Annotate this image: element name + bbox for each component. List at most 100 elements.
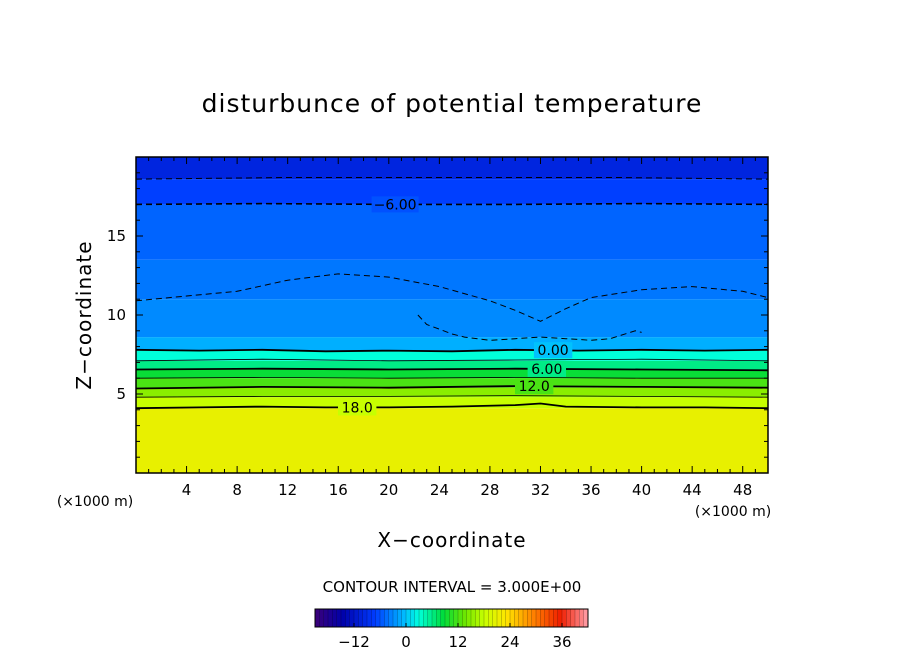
x-tick-label: 44 [683,481,702,499]
colorbar-cell [479,609,485,627]
colorbar-cell [501,609,506,627]
contour-line [136,402,768,410]
colorbar-cell [579,609,584,627]
colorbar-cell [380,609,385,627]
contour-line [136,376,768,379]
x-axis-unit: (×1000 m) [695,504,771,520]
field-band [136,259,768,300]
colorbar-cell [401,609,407,627]
colorbar-cell [471,609,476,627]
colorbar-tick-label: 36 [552,633,571,651]
colorbar-cell [557,609,563,627]
y-tick-label: 10 [107,306,126,324]
contour-label: 0.00 [538,343,569,359]
colorbar-cell [523,609,528,627]
field-band [136,397,768,409]
x-tick-label: 24 [430,481,449,499]
colorbar-cell [362,609,368,627]
colorbar-cell [388,609,394,627]
y-tick-label: 5 [116,385,126,403]
contour-label-bg [533,342,573,359]
x-tick-label: 16 [329,481,348,499]
contour-label: 18.0 [342,400,373,416]
x-tick-label: 28 [480,481,499,499]
colorbar-cell [332,609,337,627]
colorbar-cell [575,609,580,627]
contour-lines [136,177,768,410]
colorbar-ticks: −12 0 12 24 36 [338,623,572,651]
contour-label-bg [514,378,554,395]
colorbar-cell [462,609,467,627]
field-band [136,387,768,398]
colorbar-cell [414,609,420,627]
colorbar-cell [323,609,329,627]
contour-line [136,202,768,206]
colorbar-cell [518,609,524,627]
colorbar-cell [475,609,480,627]
colorbar-frame [314,608,589,628]
colorbar-cell [328,609,333,627]
contour-line [136,273,768,322]
colorbar-cell [458,609,463,627]
contour-label-bg [338,399,377,416]
colorbar-cell [354,609,359,627]
contour-line [136,385,768,390]
colorbar-tick-label: 24 [500,633,519,651]
x-tick-label: 20 [379,481,398,499]
field-band [136,299,768,338]
colorbar-cell [553,609,558,627]
field-band [136,360,768,370]
color-field [136,157,768,473]
colorbar-cell [419,609,424,627]
y-tick-label: 15 [107,227,126,245]
chart-title: disturbunce of potential temperature [202,89,703,118]
colorbar-cell [583,609,589,627]
x-tick-label: 8 [232,481,242,499]
contour-line [136,367,768,372]
field-band [136,179,768,205]
x-tick-label: 48 [733,481,752,499]
colorbar [314,609,589,627]
colorbar-cell [358,609,363,627]
colorbar-cell [505,609,511,627]
contour-line [136,348,768,353]
y-axis-unit: (×1000 m) [57,494,133,510]
x-axis-label: X−coordinate [377,528,526,552]
colorbar-cell [384,609,389,627]
colorbar-cell [319,609,324,627]
field-band [136,369,768,379]
colorbar-cell [410,609,415,627]
contour-line [136,358,768,362]
colorbar-cell [510,609,515,627]
colorbar-cell [336,609,342,627]
colorbar-cell [492,609,498,627]
contour-label-bg [371,196,419,213]
y-axis-label: Z−coordinate [72,240,96,389]
colorbar-cell [345,609,350,627]
contour-label-bg [527,360,566,377]
field-band [136,350,768,361]
colorbar-cell [349,609,355,627]
contour-line [136,177,768,180]
field-band [136,408,768,473]
colorbar-cell [466,609,472,627]
colorbar-tick-label: −12 [338,633,370,651]
colorbar-cell [549,609,554,627]
colorbar-cell [514,609,519,627]
x-tick-label: 12 [278,481,297,499]
colorbar-cell [375,609,381,627]
colorbar-cell [393,609,398,627]
colorbar-cell [449,609,454,627]
contour-label: −6.00 [374,197,417,213]
colorbar-cell [367,609,372,627]
colorbar-cell [570,609,576,627]
field-band [136,337,768,351]
colorbar-cell [566,609,571,627]
x-tick-label: 40 [632,481,651,499]
contour-label: 12.0 [519,379,550,395]
colorbar-cell [371,609,376,627]
colorbar-cell [484,609,489,627]
colorbar-cell [432,609,437,627]
colorbar-cell [544,609,550,627]
